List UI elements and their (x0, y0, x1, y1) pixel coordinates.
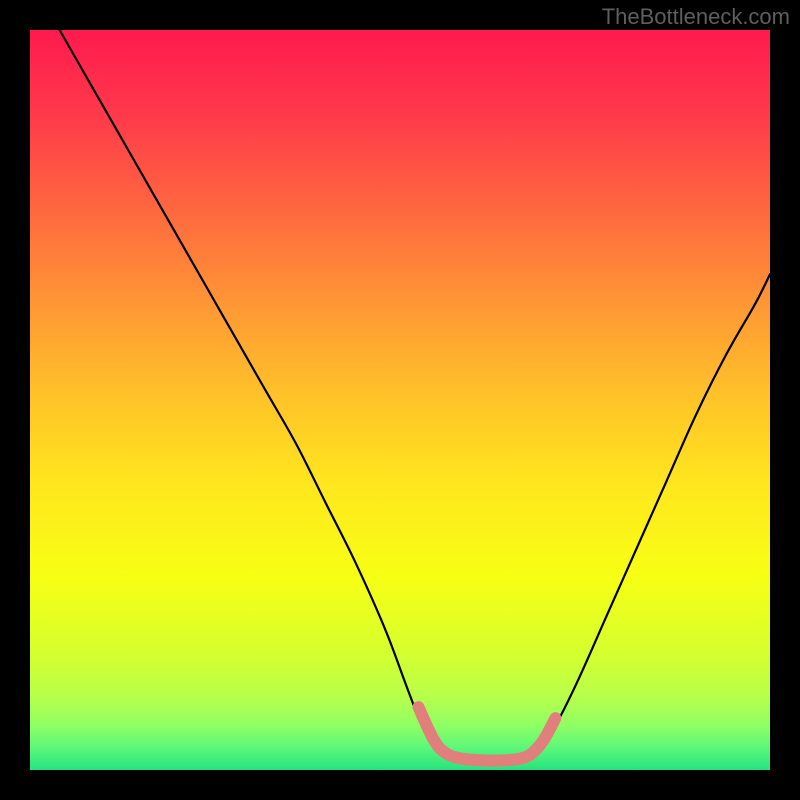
plot-background (30, 30, 770, 770)
watermark-text: TheBottleneck.com (602, 4, 790, 30)
chart-container: TheBottleneck.com (0, 0, 800, 800)
bottleneck-curve-chart (0, 0, 800, 800)
